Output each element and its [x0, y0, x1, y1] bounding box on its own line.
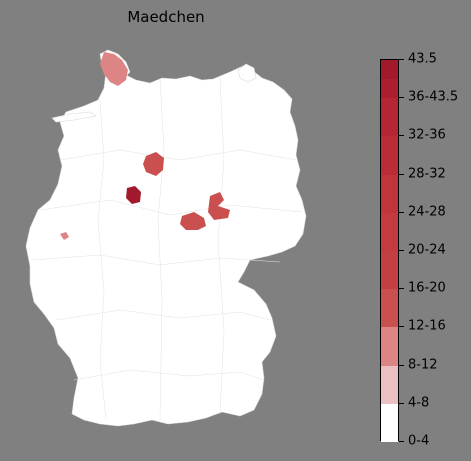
colorbar-tick-label: 8-12: [408, 357, 438, 373]
colorbar-segment: [381, 212, 398, 252]
colorbar-tick-label: 43.5: [408, 51, 437, 67]
colorbar-tick: [399, 326, 404, 328]
colorbar-tick-label: 16-20: [408, 280, 446, 296]
colorbar-tick-label: 28-32: [408, 166, 446, 182]
district-halle: [180, 212, 206, 230]
colorbar-segment: [381, 403, 398, 443]
colorbar-tick: [399, 135, 404, 137]
district-bielefeld: [126, 186, 141, 204]
colorbar-tick: [399, 59, 404, 60]
colorbar-tick-label: 32-36: [408, 127, 446, 143]
colorbar-segment: [381, 327, 398, 367]
colorbar-tick: [399, 364, 404, 366]
colorbar-tick-label: 24-28: [408, 204, 446, 220]
colorbar-tick-label: 20-24: [408, 242, 446, 258]
germany-outline: [25, 65, 307, 427]
colorbar-tick: [399, 402, 404, 404]
colorbar-segment: [381, 79, 398, 99]
district-leipzig: [208, 192, 230, 220]
colorbar-segment: [381, 136, 398, 176]
colorbar-tick: [399, 288, 404, 290]
colorbar-tick-label: 36-43.5: [408, 89, 459, 105]
colorbar: [380, 59, 399, 443]
colorbar-tick: [399, 211, 404, 213]
district-hannover: [143, 152, 164, 176]
ruegen-island: [237, 63, 257, 83]
map-title: Maedchen: [127, 8, 205, 26]
colorbar-tick: [399, 441, 404, 442]
colorbar-tick-label: 12-16: [408, 318, 446, 334]
district-schleswig: [100, 52, 128, 86]
colorbar-segment: [381, 251, 398, 290]
east-frisian-islands: [51, 111, 97, 123]
district-borders: [31, 77, 303, 421]
district-koeln: [60, 232, 69, 240]
colorbar-segment: [381, 98, 398, 137]
colorbar-tick: [399, 173, 404, 175]
colorbar-segment: [381, 174, 398, 214]
colorbar-segment: [381, 365, 398, 405]
colorbar-tick-label: 0-4: [408, 433, 430, 449]
colorbar-segment: [381, 60, 398, 80]
colorbar-segment: [381, 289, 398, 328]
colorbar-tick-label: 4-8: [408, 395, 430, 411]
colorbar-tick: [399, 250, 404, 251]
colorbar-tick: [399, 97, 404, 99]
